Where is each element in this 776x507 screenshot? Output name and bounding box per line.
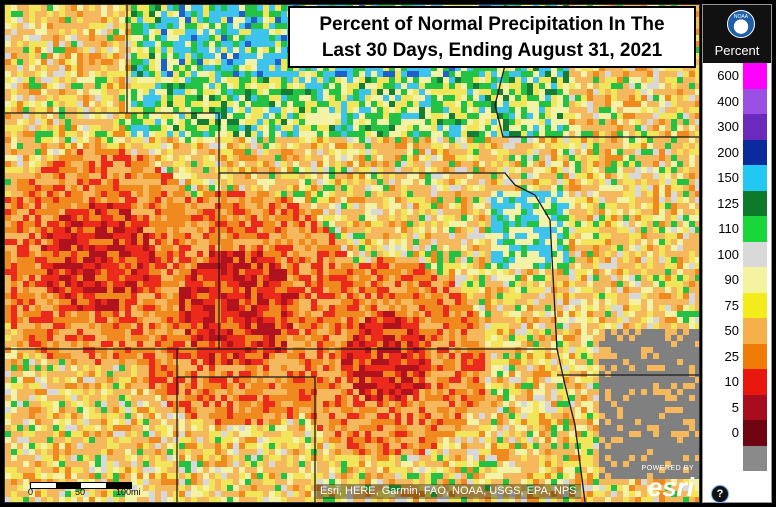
legend-row: 600: [703, 63, 771, 89]
scale-bar-graphic: [30, 482, 132, 489]
legend-swatch: [743, 394, 767, 420]
legend-header: Percent: [703, 5, 771, 63]
legend-row: 0: [703, 420, 771, 446]
legend-panel: Percent 60040030020015012511010090755025…: [702, 4, 772, 503]
legend-swatch: [743, 267, 767, 293]
legend-swatch: [743, 165, 767, 191]
map-attribution: Esri, HERE, Garmin, FAO, NOAA, USGS, EPA…: [316, 484, 581, 499]
legend-row: 400: [703, 88, 771, 114]
legend-swatch: [743, 343, 767, 369]
legend-swatch: [743, 420, 767, 446]
map-title-line-2: Last 30 Days, Ending August 31, 2021: [321, 40, 663, 61]
legend-value: 100: [717, 246, 739, 262]
legend-row: 25: [703, 343, 771, 369]
state-border: [219, 172, 558, 351]
precipitation-map[interactable]: [4, 4, 700, 503]
legend-value: 75: [724, 297, 739, 313]
esri-logo: POWERED BY esri: [630, 464, 694, 502]
precipitation-raster: [5, 5, 699, 502]
esri-powered-by: POWERED BY: [641, 465, 694, 472]
legend-row: 75: [703, 292, 771, 318]
legend-value: 25: [724, 348, 739, 364]
esri-wordmark: esri: [647, 472, 694, 502]
legend-swatch: [743, 445, 767, 471]
state-border: [5, 348, 586, 502]
scale-bar-label-mid: 50: [75, 487, 86, 497]
state-border: [177, 376, 316, 502]
legend-row: 125: [703, 190, 771, 216]
scale-bar-label-end: 100mi: [116, 487, 141, 497]
legend-value: 5: [731, 399, 739, 415]
legend-value: 400: [717, 93, 739, 109]
legend-value: 50: [724, 323, 739, 338]
legend-scale: 600 400 300 200 150 125 110 100 90 75 50 25 10 5 0: [703, 63, 771, 471]
noaa-logo-icon: [727, 10, 755, 38]
map-title-line-1: Percent of Normal Precipitation In The: [319, 14, 665, 35]
legend-row: 90: [703, 267, 771, 293]
legend-value: 150: [717, 170, 739, 185]
legend-swatch: [743, 190, 767, 216]
legend-value: 110: [718, 221, 739, 236]
legend-row: 110: [703, 216, 771, 242]
question-mark-icon[interactable]: ?: [711, 485, 729, 503]
legend-value: 90: [724, 272, 739, 287]
legend-row: 50: [703, 318, 771, 344]
legend-swatch: [743, 88, 767, 114]
legend-row: [703, 445, 771, 471]
legend-swatch: [743, 318, 767, 344]
map-title: Percent of Normal Precipitation In The L…: [288, 6, 696, 68]
legend-swatch: [743, 216, 767, 242]
scale-bar: 0 50 100mi: [28, 478, 150, 497]
legend-swatch: [743, 292, 767, 318]
legend-swatch: [743, 369, 767, 395]
legend-row: 10: [703, 369, 771, 395]
legend-swatch: [743, 241, 767, 267]
legend-swatch: [743, 114, 767, 140]
map-canvas[interactable]: [5, 5, 699, 502]
legend-row: 5: [703, 394, 771, 420]
state-border: [5, 112, 220, 349]
scale-bar-label-start: 0: [28, 487, 34, 497]
legend-row: 300: [703, 114, 771, 140]
legend-value: 600: [717, 68, 739, 83]
legend-row: 150: [703, 165, 771, 191]
legend-value: 0: [731, 425, 739, 440]
legend-swatch: [743, 63, 767, 89]
legend-value: 10: [724, 374, 739, 389]
legend-swatch: [743, 139, 767, 165]
legend-value: 300: [717, 119, 739, 134]
legend-row: 100: [703, 241, 771, 267]
legend-row: 200: [703, 139, 771, 165]
legend-value: 200: [717, 144, 739, 160]
legend-value: 125: [717, 195, 739, 211]
legend-title: Percent: [714, 43, 760, 58]
